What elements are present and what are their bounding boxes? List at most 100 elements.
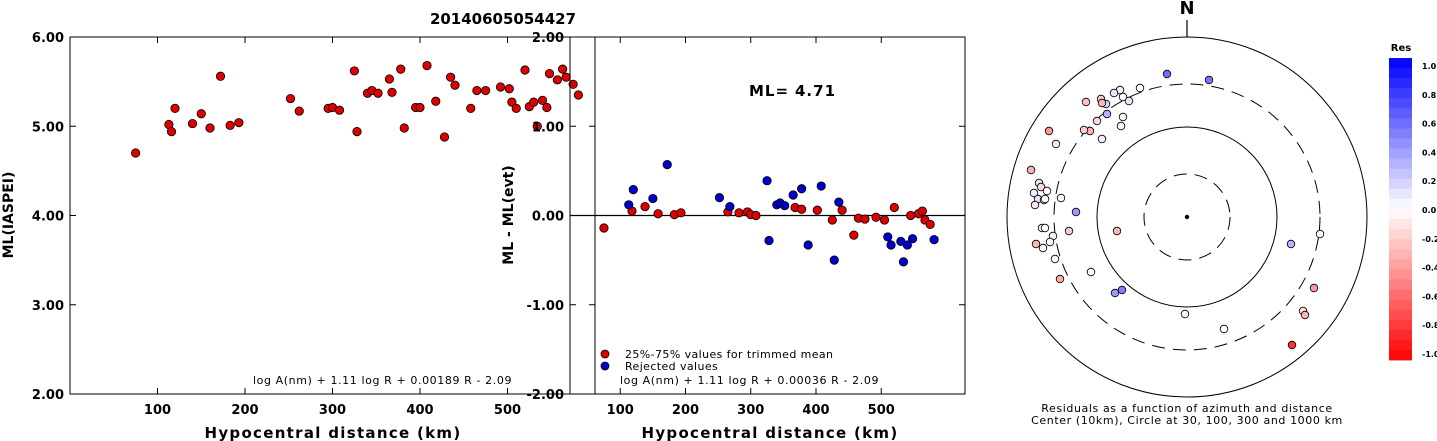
data-point [399,123,409,133]
colorbar-cell [1389,339,1412,351]
x-tick-label: 500 [868,403,895,418]
colorbar-cell [1389,78,1412,89]
colorbar-cell [1389,349,1412,361]
station-marker [1102,109,1112,119]
colorbar-cell [1389,128,1412,139]
station-marker [1040,194,1050,204]
data-point [373,88,383,98]
station-marker [1097,134,1107,144]
colorbar-tick-label: -0.2 [1422,235,1437,244]
data-point [294,106,304,116]
station-marker [1044,126,1054,136]
data-point [422,60,432,71]
colorbar-tick-label: -0.6 [1422,292,1437,301]
colorbar-cell [1389,209,1412,220]
azimuth-residual-map: N Residuals as a function of azimuth and… [1006,0,1437,427]
data-point [648,193,658,204]
colorbar-tick-label: 0.6 [1422,120,1437,129]
data-point [537,95,548,105]
station-marker [1026,165,1036,175]
station-marker [1030,200,1040,210]
data-point [529,97,539,107]
data-point [837,205,847,215]
station-marker [1040,223,1050,233]
magnitude-distance-chart: 2.00 3.00 4.00 5.00 6.00 100 200 300 400 500 ML(… [1,31,596,441]
data-point [552,75,562,85]
colorbar-tick-label: 1.0 [1422,62,1437,71]
station-marker [1086,267,1096,277]
x-tick-label: 200 [231,403,258,418]
station-marker [1056,193,1066,203]
data-point [170,103,180,114]
station-marker [1031,239,1041,249]
x-tick-label: 200 [672,403,699,418]
data-point [886,240,896,250]
data-point [205,123,215,133]
data-point [450,80,460,90]
colorbar-cell [1389,88,1412,99]
formula-text: log A(nm) + 1.11 log R + 0.00189 R - 2.0… [253,374,512,387]
data-point [542,102,552,113]
station-marker [1118,112,1128,122]
x-tick-label: 400 [406,403,433,418]
legend-label-trimmed: 25%-75% values for trimmed mean [625,348,833,361]
colorbar-cell [1389,319,1412,331]
data-point [803,240,813,250]
colorbar-cell [1389,168,1412,180]
colorbar-tick-label: -0.4 [1422,264,1437,273]
data-point [929,234,939,245]
colorbar-cell [1389,108,1412,119]
station-marker [1045,237,1055,247]
formula-text: log A(nm) + 1.11 log R + 0.00036 R - 2.0… [620,374,879,387]
station-marker [1300,310,1310,320]
y-tick-label: 1.00 [532,120,564,135]
station-marker [1051,139,1061,149]
station-marker [1204,75,1214,85]
data-point [816,181,826,191]
data-point [131,148,141,158]
data-point [234,118,244,128]
station-marker [1029,188,1039,198]
data-point [676,208,686,218]
y-axis-label: ML(IASPEI) [1,172,17,259]
data-point [797,204,807,214]
data-point [871,212,881,222]
ring-100km [1096,126,1278,308]
data-point [187,118,198,129]
colorbar-tick-label: -1.0 [1422,350,1437,359]
colorbar-cell [1389,158,1412,170]
station-marker [1124,96,1134,106]
x-tick-label: 400 [802,403,829,418]
data-point [446,72,456,82]
data-point [558,64,568,74]
data-point [481,85,491,96]
data-point [334,105,345,115]
data-point [507,97,517,107]
data-point [472,85,482,96]
colorbar-tick-label: 0.0 [1422,206,1437,215]
station-marker [1071,207,1081,217]
data-point [225,120,235,130]
page-title: 20140605054427 [430,10,576,28]
data-point [196,109,206,119]
data-point [829,255,839,265]
station-marker [1110,288,1120,298]
ring-1000km [1006,36,1368,398]
legend: 25%-75% values for trimmed mean Rejected… [600,348,833,373]
colorbar-cell [1389,198,1412,210]
data-point [504,84,514,94]
colorbar-cell [1389,188,1412,200]
y-tick-label: 5.00 [32,120,64,135]
y-tick-label: 2.00 [32,388,64,403]
station-marker [1286,239,1296,249]
colorbar-cell [1389,289,1412,300]
data-point [511,103,521,114]
station-marker [1038,243,1048,253]
station-marker [1116,121,1126,131]
legend-marker-trimmed [600,349,610,359]
data-point [907,234,918,244]
data-point [285,93,296,104]
station-marker [1050,254,1060,264]
data-point [599,223,609,233]
colorbar-tick-label: -0.8 [1422,321,1437,330]
